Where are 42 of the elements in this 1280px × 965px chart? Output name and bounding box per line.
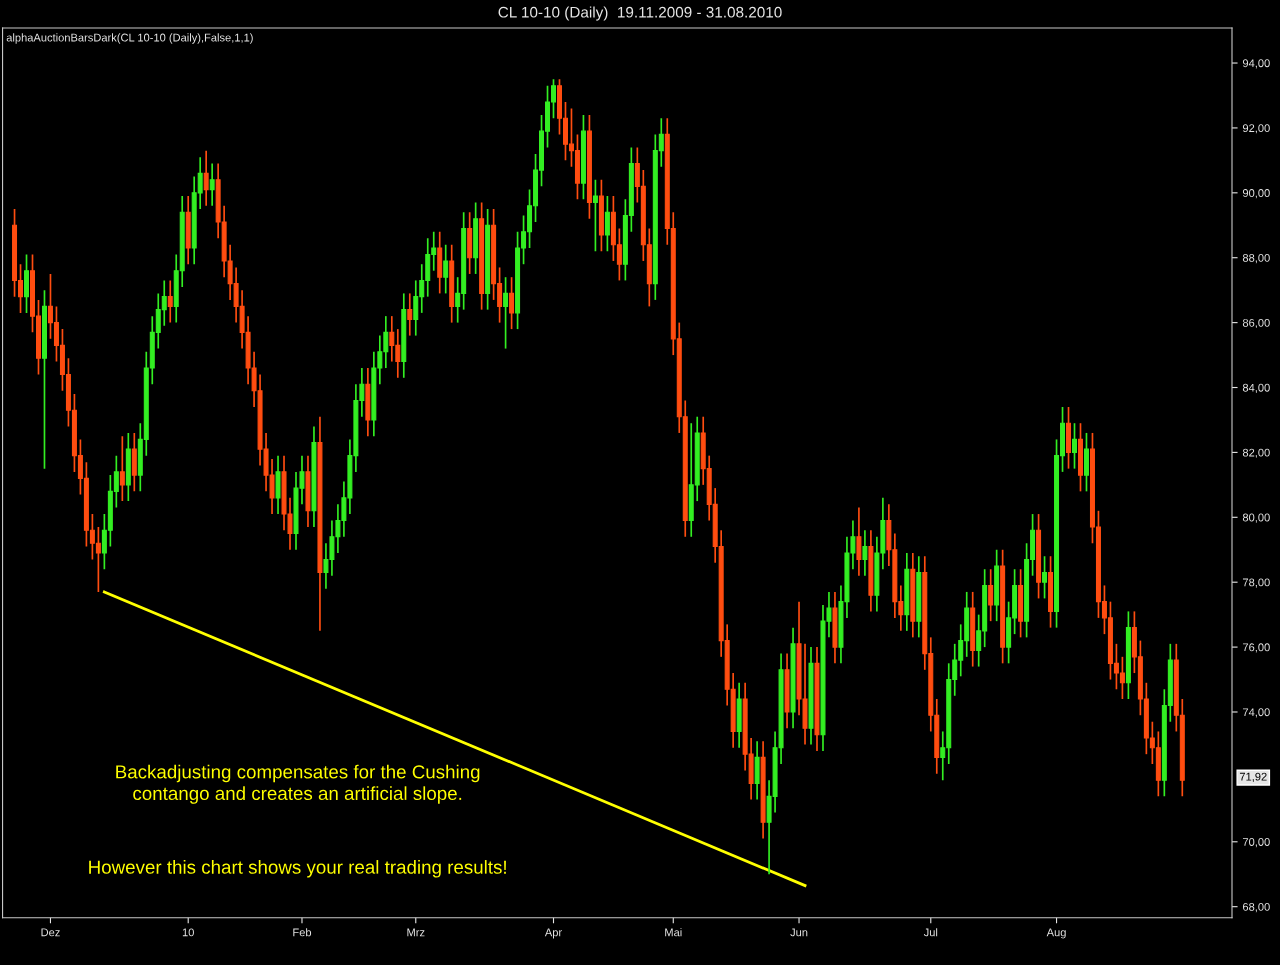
candlestick [407,292,413,337]
y-tick-label: 92,00 [1242,124,1270,134]
candlestick [509,276,515,330]
candlestick [443,243,449,295]
x-tick-label: 10 [182,928,194,937]
y-tick-label: 94,00 [1242,59,1270,69]
y-tick-label: 76,00 [1242,643,1270,653]
candlestick [988,568,994,622]
x-tick-label: Feb [293,928,312,937]
y-tick-label: 68,00 [1242,902,1270,913]
y-tick-label: 86,00 [1242,318,1270,329]
annotation: alphaAuctionBarsDark(CL 10-10 (Daily),False,1,1) [6,33,253,44]
candlestick [604,195,610,253]
x-tick-label: Dez [41,928,60,937]
candlestick [203,149,209,207]
y-tick-label: 70,00 [1242,838,1270,848]
candlestick [862,529,868,577]
annotation: Backadjusting compensates for the Cushing contango and creates an artificial slope. [116,764,480,804]
candlestick [856,506,862,577]
y-tick-label: 74,00 [1242,708,1270,718]
annotation: However this chart shows your real trading results! [89,860,506,878]
candlestick [503,276,509,350]
y-tick-label: 84,00 [1242,383,1270,393]
text: 71,92 [1239,772,1267,782]
candlestick [1042,555,1048,600]
candlestick [209,162,215,207]
x-tick-label: Mai [665,928,682,937]
candlestick [592,179,598,253]
y-tick-label: 82,00 [1242,448,1270,458]
x-tick-label: Jun [790,928,808,937]
y-tick-label: 88,00 [1242,253,1270,264]
chart-title: CL 10-10 (Daily) 19.11.2009 - 31.08.2010 [498,6,782,21]
y-tick-label: 90,00 [1242,189,1270,199]
candlestick [1072,422,1078,470]
x-tick-label: Apr [544,928,562,939]
x-tick-label: Mrz [407,928,425,937]
y-tick-label: 78,00 [1242,578,1270,588]
x-tick-label: Aug [1046,928,1066,939]
candlestick [167,279,173,324]
y-tick-label: 80,00 [1242,513,1270,523]
candlestick [119,435,125,502]
x-tick-label: Jul [923,928,938,937]
